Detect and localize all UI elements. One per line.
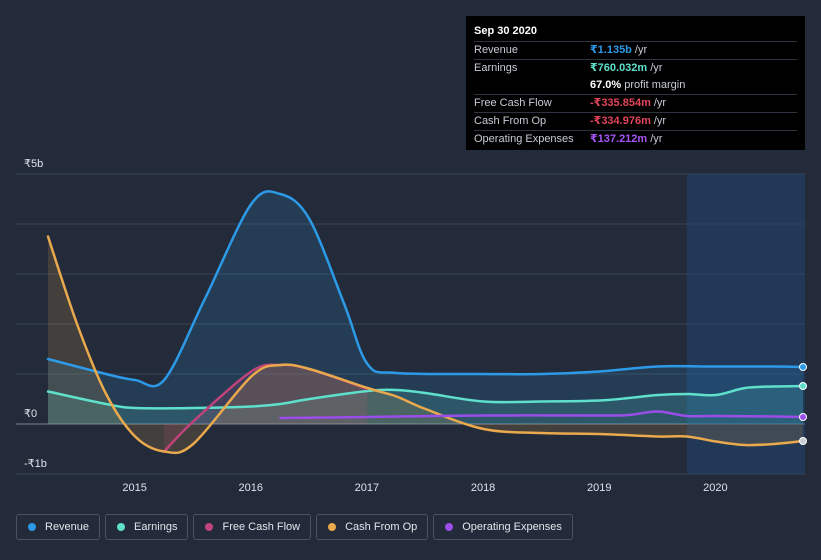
line-revenue bbox=[46, 190, 805, 388]
tooltip-row-free-cash-flow: Free Cash Flow -₹335.854m /yr bbox=[474, 94, 797, 112]
tooltip-unit: profit margin bbox=[624, 79, 686, 91]
tooltip-unit: /yr bbox=[650, 133, 663, 145]
area-free-cash-flow bbox=[164, 364, 368, 452]
tooltip-row-revenue: Revenue ₹1.135b /yr bbox=[474, 41, 797, 59]
legend-dot-icon bbox=[445, 523, 454, 531]
legend-dot-icon bbox=[205, 523, 214, 531]
legend-label: Free Cash Flow bbox=[222, 521, 301, 533]
legend-label: Earnings bbox=[134, 521, 178, 533]
y-axis: ₹5b ₹0 -₹1b bbox=[24, 158, 47, 470]
tooltip-key: Cash From Op bbox=[474, 115, 547, 127]
legend-label: Cash From Op bbox=[345, 521, 418, 533]
tooltip-date: Sep 30 2020 bbox=[474, 25, 537, 37]
tooltip-key: Earnings bbox=[474, 62, 518, 74]
tooltip-value: ₹137.212m bbox=[590, 133, 648, 145]
legend-label: Revenue bbox=[45, 521, 90, 533]
tooltip-value: -₹335.854m bbox=[590, 97, 651, 109]
legend-label: Operating Expenses bbox=[462, 521, 562, 533]
x-tick-label: 2020 bbox=[703, 482, 727, 494]
tooltip-key: Revenue bbox=[474, 44, 519, 56]
x-tick-label: 2015 bbox=[122, 482, 146, 494]
y-tick-label: ₹5b bbox=[24, 158, 43, 170]
x-axis: 2015 2016 2017 2018 2019 2020 bbox=[122, 482, 727, 494]
x-tick-label: 2019 bbox=[587, 482, 611, 494]
area-revenue bbox=[48, 191, 803, 424]
tooltip-row-profit-margin: 67.0% profit margin bbox=[474, 77, 797, 94]
end-marker-cash-from-op bbox=[799, 437, 807, 445]
line-operating-expenses bbox=[279, 410, 805, 420]
tooltip-value: 67.0% bbox=[590, 79, 622, 91]
tooltip-value: -₹334.976m bbox=[590, 115, 651, 127]
legend-dot-icon bbox=[28, 523, 36, 531]
tooltip-key: Free Cash Flow bbox=[474, 97, 552, 109]
tooltip-key bbox=[474, 77, 590, 94]
tooltip-row-earnings: Earnings ₹760.032m /yr bbox=[474, 59, 797, 77]
tooltip-unit: /yr bbox=[653, 97, 667, 109]
legend: Revenue Earnings Free Cash Flow Cash Fro… bbox=[16, 514, 573, 540]
tooltip-unit: /yr bbox=[650, 62, 663, 74]
end-markers bbox=[799, 363, 807, 445]
tooltip-key: Operating Expenses bbox=[474, 133, 574, 145]
chart-area: ₹5b ₹0 -₹1b 2015 2016 2017 2018 2019 2020 bbox=[16, 158, 807, 494]
legend-dot-icon bbox=[117, 523, 126, 531]
x-tick-label: 2018 bbox=[471, 482, 495, 494]
y-tick-label: -₹1b bbox=[24, 458, 47, 470]
area-cash-from-op bbox=[48, 236, 803, 454]
tooltip-row-operating-expenses: Operating Expenses ₹137.212m /yr bbox=[474, 130, 797, 148]
end-marker-earnings bbox=[799, 382, 807, 390]
end-marker-revenue bbox=[799, 363, 807, 371]
legend-item-revenue[interactable]: Revenue bbox=[16, 514, 101, 540]
tooltip-unit: /yr bbox=[653, 115, 667, 127]
line-cash-from-op bbox=[46, 235, 805, 455]
legend-item-free-cash-flow[interactable]: Free Cash Flow bbox=[193, 514, 312, 540]
tooltip: Sep 30 2020 Revenue ₹1.135b /yr Earnings… bbox=[466, 16, 805, 150]
series-lines bbox=[46, 190, 805, 455]
tooltip-value: ₹760.032m bbox=[590, 62, 648, 74]
x-tick-label: 2016 bbox=[239, 482, 263, 494]
legend-item-cash-from-op[interactable]: Cash From Op bbox=[316, 514, 429, 540]
legend-item-earnings[interactable]: Earnings bbox=[105, 514, 189, 540]
end-marker-operating-expenses bbox=[799, 413, 807, 421]
legend-dot-icon bbox=[328, 523, 337, 531]
tooltip-row-cash-from-op: Cash From Op -₹334.976m /yr bbox=[474, 112, 797, 130]
tooltip-unit: /yr bbox=[634, 44, 648, 56]
forecast-band bbox=[686, 174, 805, 474]
x-tick-label: 2017 bbox=[355, 482, 379, 494]
line-earnings bbox=[46, 384, 805, 410]
y-tick-label: ₹0 bbox=[24, 408, 37, 420]
legend-item-operating-expenses[interactable]: Operating Expenses bbox=[433, 514, 573, 540]
tooltip-value: ₹1.135b bbox=[590, 44, 632, 56]
